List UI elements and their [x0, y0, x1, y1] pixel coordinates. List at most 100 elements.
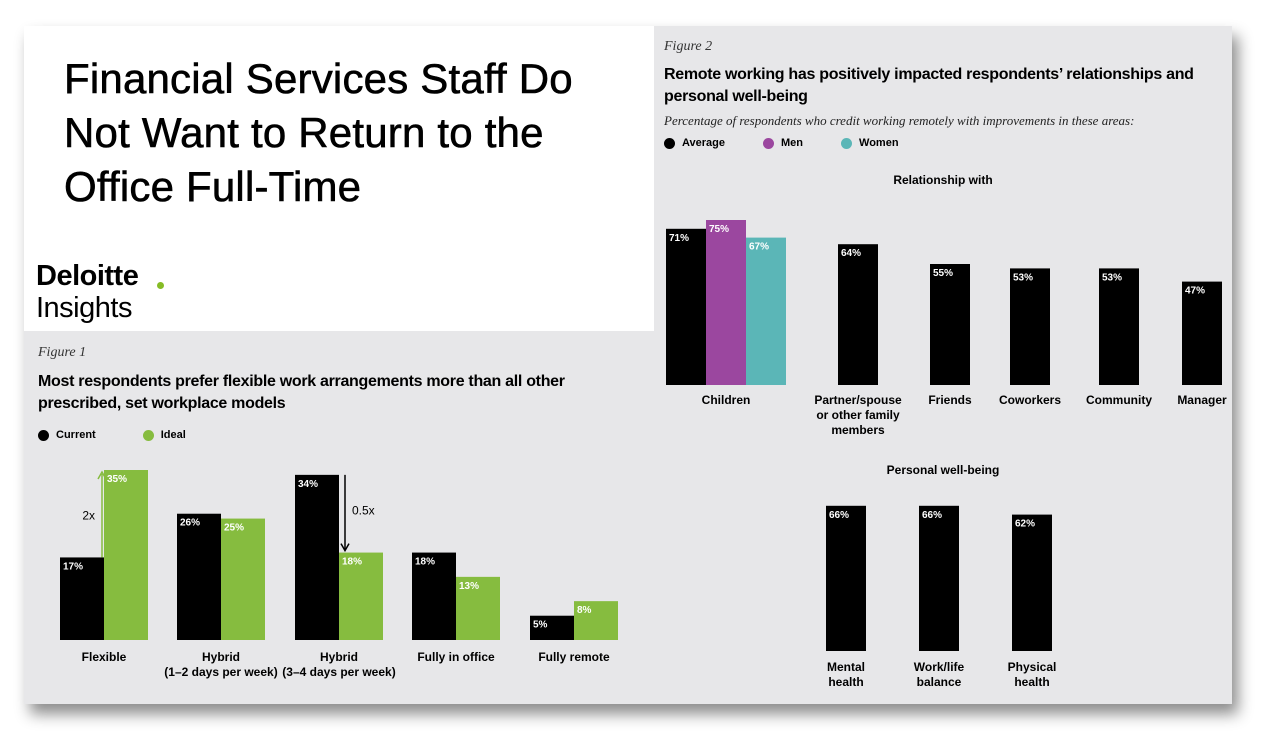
data-label-hybrid-ideal: 25% — [224, 523, 244, 534]
bar-relationship-with-coworkers-average — [1010, 268, 1050, 385]
bar-relationship-with-children-men — [706, 220, 746, 385]
data-label-physical-average: 62% — [1015, 519, 1035, 530]
category-label-manager: Manager — [1177, 393, 1227, 407]
logo-dot — [157, 282, 164, 289]
figure2-title-line2: personal well-being — [664, 88, 808, 105]
category-label-hybrid-line2: (1–2 days per week) — [164, 665, 277, 679]
data-label-fully-in-office-ideal: 13% — [459, 581, 479, 592]
bar-personal-well-being-physical-average — [1012, 514, 1052, 651]
insights-logo: Insights — [36, 292, 132, 324]
figure1-label: Figure 1 — [38, 345, 87, 360]
legend-item-ideal: Ideal — [142, 429, 186, 441]
category-label-physical: Physical — [1008, 660, 1057, 674]
figure1-title-line2: prescribed, set workplace models — [38, 395, 286, 412]
category-label-partner-spouse: Partner/spouse — [814, 393, 902, 407]
category-label-hybrid: Hybrid — [202, 650, 240, 664]
category-label-hybrid: Hybrid — [320, 650, 358, 664]
data-label-partner-spouse-average: 64% — [841, 248, 861, 259]
category-label-community: Community — [1086, 393, 1152, 407]
legend-swatch-women — [841, 137, 853, 149]
category-label-hybrid-line2: (3–4 days per week) — [282, 665, 395, 679]
page-title: Financial Services Staff Do Not Want to … — [64, 55, 573, 211]
bar-most-respondents-pre-hybrid-current — [295, 474, 339, 640]
bar-relationship-with-children-average — [666, 228, 706, 385]
data-label-fully-in-office-current: 18% — [415, 557, 435, 568]
bar-personal-well-being-mental-average — [826, 505, 866, 651]
legend-swatch-ideal — [142, 429, 154, 441]
category-label-partner-spouse-line3: members — [831, 423, 885, 437]
data-label-children-men: 75% — [709, 224, 729, 235]
category-label-physical-line2: health — [1014, 675, 1049, 689]
legend-label-ideal: Ideal — [160, 429, 186, 441]
data-label-friends-average: 55% — [933, 268, 953, 279]
figure2-group2-title: Personal well-being — [887, 463, 1000, 477]
figure2-group1-title: Relationship with — [893, 173, 992, 187]
bar-relationship-with-community-average — [1099, 268, 1139, 385]
data-label-hybrid-current: 34% — [298, 479, 318, 490]
category-label-work-life-line2: balance — [917, 675, 962, 689]
category-label-fully-in-office: Fully in office — [417, 650, 495, 664]
figure1-legend: Current Ideal — [38, 429, 220, 441]
legend-item-men: Men — [763, 137, 803, 149]
bar-personal-well-being-work-life-average — [919, 505, 959, 651]
annotation-half: 0.5x — [352, 504, 375, 518]
bar-most-respondents-pre-fully-in-office-ideal — [456, 576, 500, 640]
figure2-title-line1: Remote working has positively impacted r… — [664, 66, 1194, 83]
bar-most-respondents-pre-fully-remote-ideal — [574, 601, 618, 640]
legend-swatch-men — [763, 137, 775, 149]
data-label-mental-average: 66% — [829, 510, 849, 521]
bar-relationship-with-manager-average — [1182, 281, 1222, 385]
bar-most-respondents-pre-hybrid-current — [177, 513, 221, 640]
bar-relationship-with-partner-spouse-average — [838, 244, 878, 385]
bar-most-respondents-pre-fully-remote-current — [530, 615, 574, 640]
bar-relationship-with-children-women — [746, 237, 786, 385]
category-label-mental-line2: health — [828, 675, 863, 689]
title-panel — [24, 26, 654, 331]
legend-item-current: Current — [38, 429, 96, 441]
bar-most-respondents-pre-hybrid-ideal — [221, 518, 265, 640]
data-label-work-life-average: 66% — [922, 510, 942, 521]
data-label-community-average: 53% — [1102, 272, 1122, 283]
data-label-fully-remote-ideal: 8% — [577, 605, 592, 616]
legend-label-men: Men — [781, 137, 804, 149]
figure2-legend: Average Men Women — [664, 137, 933, 149]
bar-most-respondents-pre-hybrid-ideal — [339, 552, 383, 640]
data-label-manager-average: 47% — [1185, 286, 1205, 297]
figure1-title-line1: Most respondents prefer flexible work ar… — [38, 373, 565, 390]
bar-most-respondents-pre-fully-in-office-current — [412, 552, 456, 640]
bar-most-respondents-pre-flexible-current — [60, 557, 104, 640]
figure2-subtitle: Percentage of respondents who credit wor… — [664, 113, 1135, 128]
legend-label-women: Women — [859, 137, 899, 149]
deloitte-logo: Deloitte — [36, 260, 139, 292]
category-label-fully-remote: Fully remote — [538, 650, 610, 664]
legend-swatch-current — [38, 429, 49, 441]
legend-item-average: Average — [664, 137, 725, 149]
arrow-half-head — [340, 543, 350, 553]
legend-swatch-average — [664, 137, 675, 149]
data-label-coworkers-average: 53% — [1013, 272, 1033, 283]
bar-relationship-with-friends-average — [930, 264, 970, 385]
data-label-flexible-current: 17% — [63, 561, 83, 572]
category-label-friends: Friends — [928, 393, 972, 407]
legend-item-women: Women — [841, 137, 899, 149]
category-label-children: Children — [702, 393, 751, 407]
category-label-work-life: Work/life — [914, 660, 965, 674]
annotation-2x: 2x — [82, 509, 95, 523]
figure2-label: Figure 2 — [664, 39, 713, 54]
category-label-partner-spouse-line2: or other family — [816, 408, 900, 422]
legend-label-current: Current — [56, 429, 96, 441]
category-label-mental: Mental — [827, 660, 865, 674]
category-label-coworkers: Coworkers — [999, 393, 1061, 407]
data-label-hybrid-current: 26% — [180, 518, 200, 529]
legend-label-average: Average — [682, 137, 726, 149]
bar-most-respondents-pre-flexible-ideal — [104, 470, 148, 640]
data-label-children-average: 71% — [669, 233, 689, 244]
category-label-flexible: Flexible — [82, 650, 127, 664]
data-label-hybrid-ideal: 18% — [342, 557, 362, 568]
figure2-title: Remote working has positively impacted r… — [664, 64, 1224, 108]
figure1-title: Most respondents prefer flexible work ar… — [38, 371, 638, 415]
data-label-children-women: 67% — [749, 242, 769, 253]
data-label-fully-remote-current: 5% — [533, 620, 548, 631]
arrow-2x-head — [97, 470, 107, 480]
